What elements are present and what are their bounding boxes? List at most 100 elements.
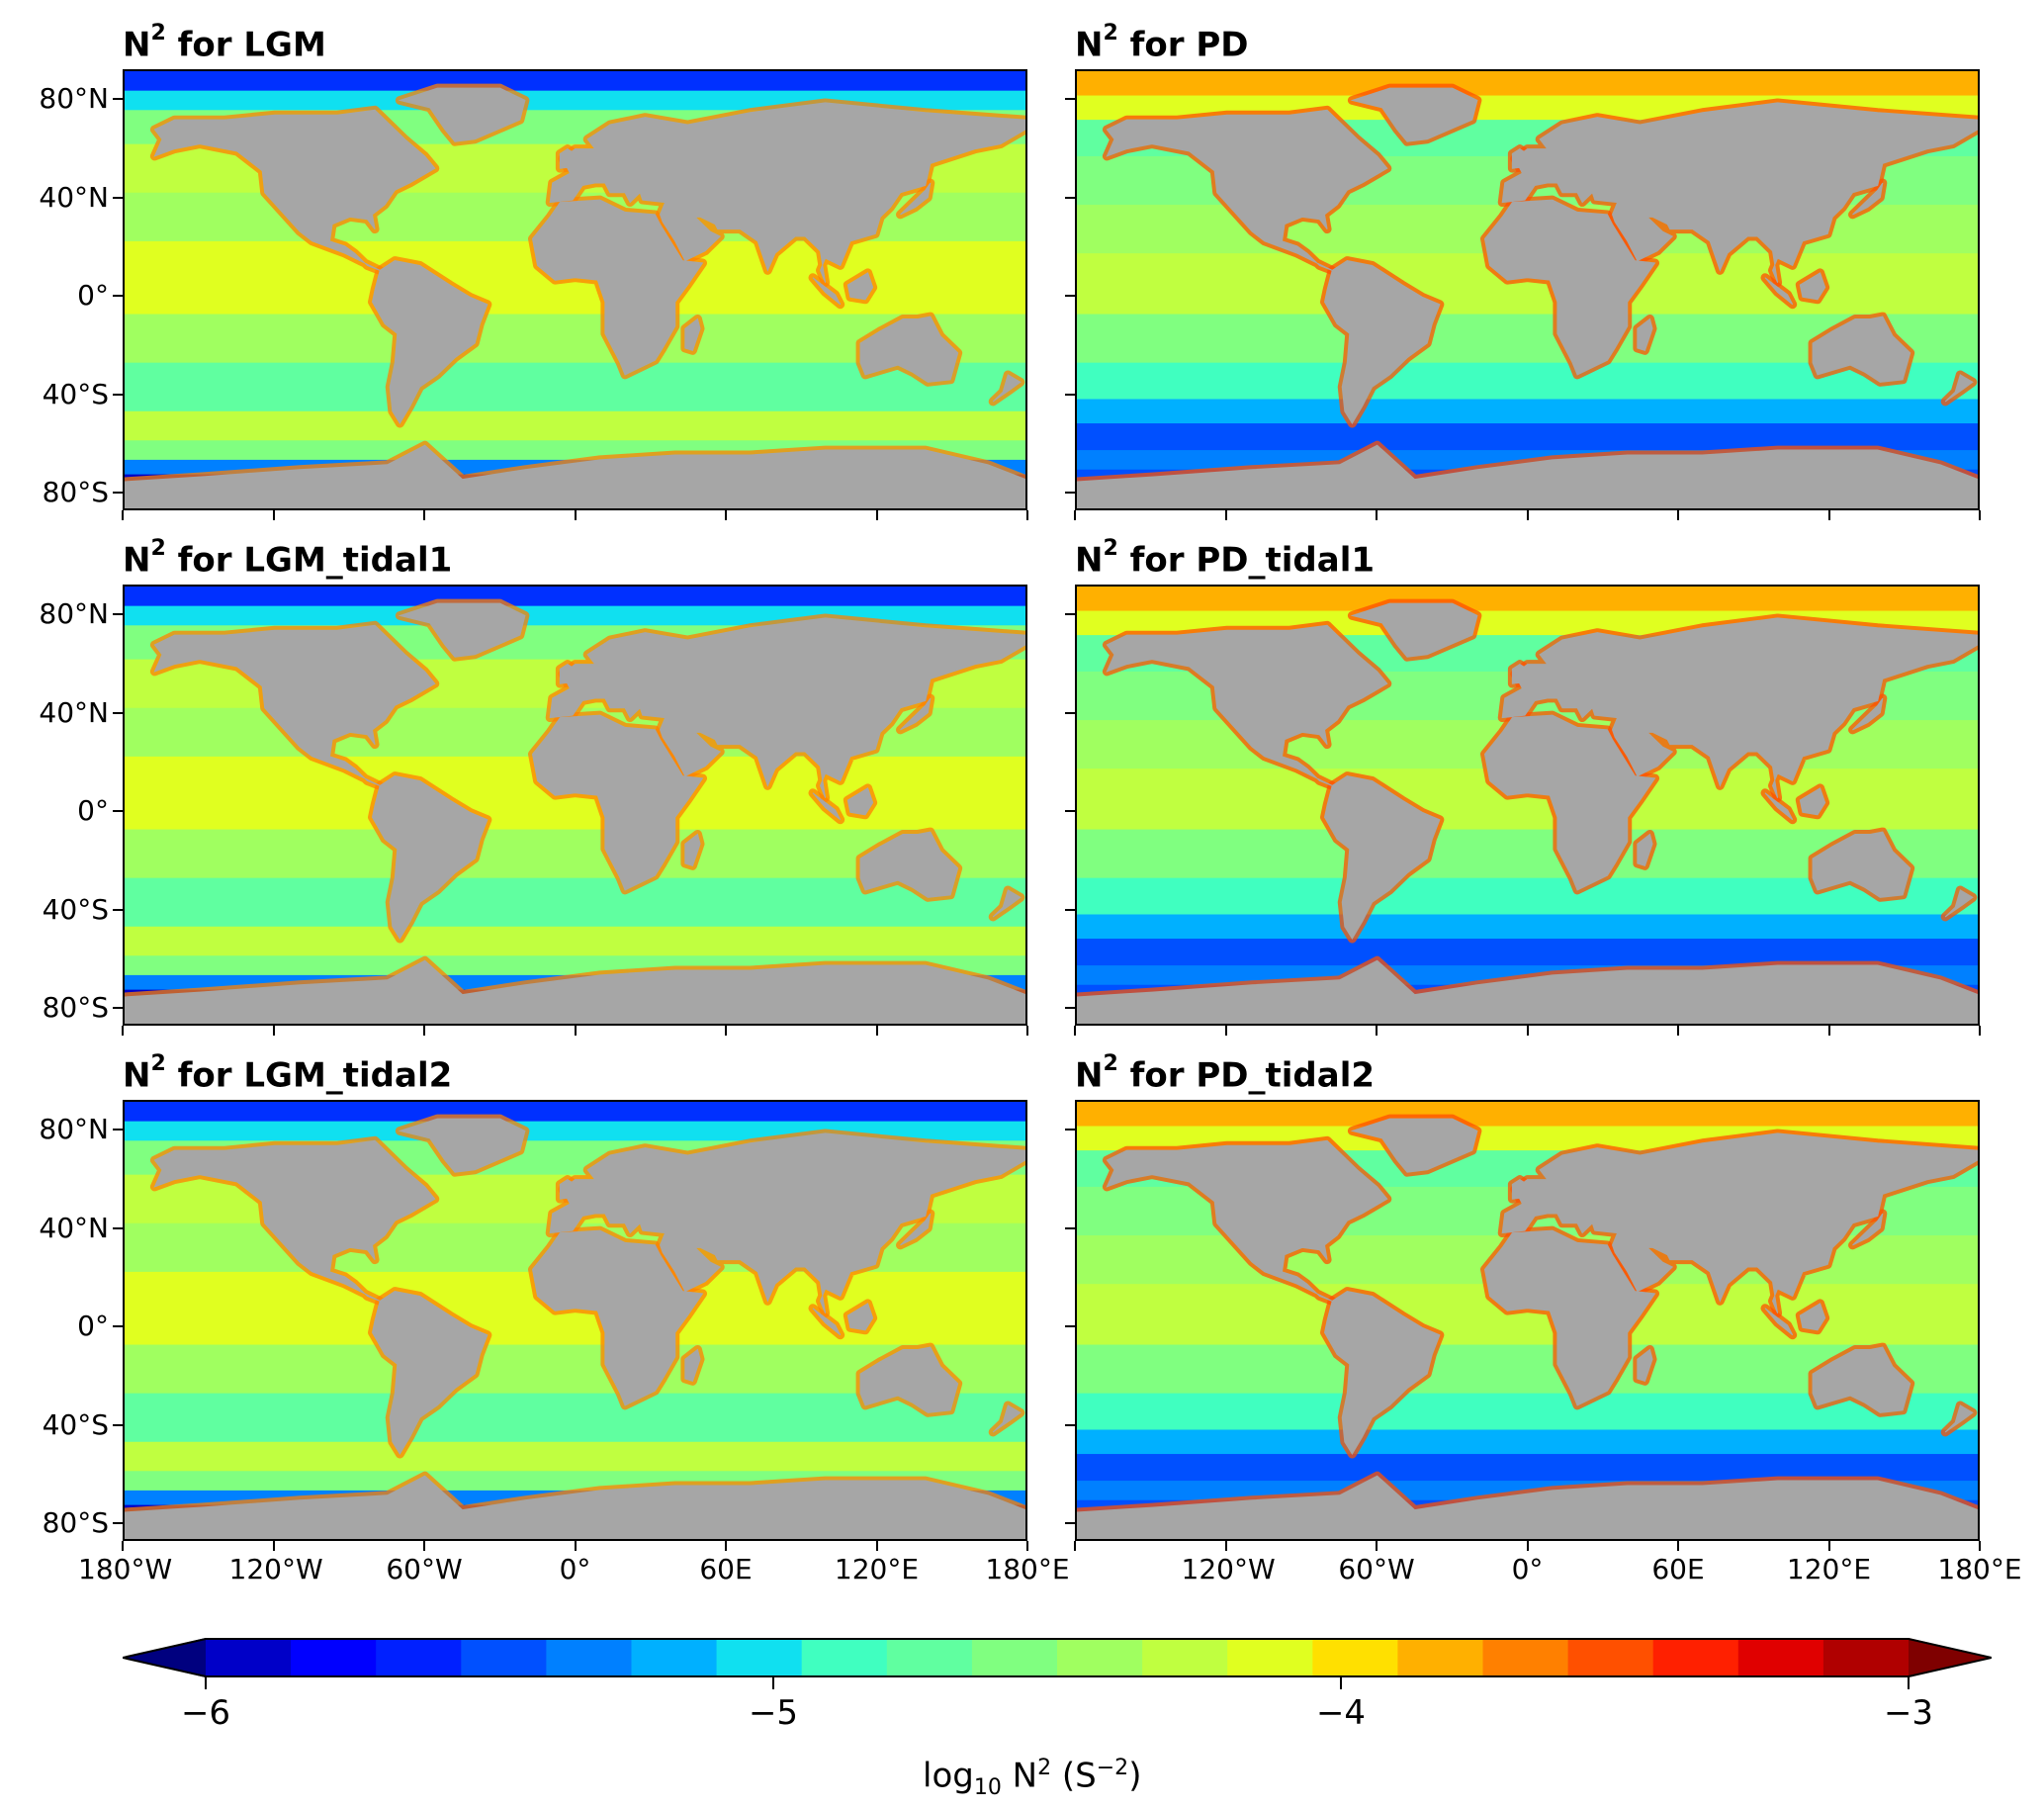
y-tick-mark — [113, 1325, 123, 1327]
x-tick-mark — [875, 510, 878, 520]
y-tick-mark — [113, 196, 123, 199]
y-tick-mark — [1065, 295, 1075, 297]
landmass — [1501, 1132, 1978, 1313]
y-tick-mark — [1065, 1423, 1075, 1426]
landmass — [900, 182, 932, 216]
landmass — [549, 1132, 1025, 1313]
map-panel-pd — [1075, 69, 1980, 510]
landmass — [1483, 714, 1656, 891]
x-tick-mark — [1026, 1026, 1028, 1036]
panel-title: N2 for LGM_tidal1 — [123, 536, 453, 581]
colorbar-segment — [1737, 1638, 1824, 1677]
landmass — [859, 1346, 959, 1413]
landmass — [125, 1475, 1025, 1539]
landmass — [1764, 1308, 1794, 1336]
y-tick-mark — [1065, 908, 1075, 911]
landmass — [684, 1348, 701, 1382]
x-tick-label: 180°E — [985, 1553, 1070, 1585]
x-tick-mark — [1026, 510, 1028, 520]
y-tick-mark — [113, 711, 123, 714]
landmass — [992, 889, 1022, 918]
landmass — [153, 1139, 436, 1302]
landmass — [1350, 87, 1478, 142]
landmass — [1812, 316, 1911, 383]
y-tick-label: 40°N — [39, 1211, 109, 1244]
colorbar-segment — [971, 1638, 1058, 1677]
x-tick-mark — [122, 1541, 124, 1551]
y-tick-mark — [1065, 1226, 1075, 1229]
landmass — [1799, 1303, 1826, 1331]
ocean-field-band — [1077, 71, 1978, 97]
y-tick-label: 0° — [77, 279, 109, 312]
landmass — [812, 1308, 842, 1336]
x-tick-mark — [1526, 1541, 1529, 1551]
y-tick-mark — [113, 98, 123, 100]
landmass — [900, 1213, 932, 1246]
landmass — [1323, 775, 1441, 941]
landmass — [1764, 792, 1794, 821]
map-panel-pd_tidal1 — [1075, 585, 1980, 1026]
landmass — [153, 624, 436, 786]
map-field — [1077, 1102, 1978, 1539]
y-tick-mark — [1065, 1325, 1075, 1327]
y-tick-mark — [1065, 810, 1075, 812]
colorbar-segment — [1142, 1638, 1228, 1677]
x-tick-mark — [1677, 1541, 1679, 1551]
y-tick-mark — [1065, 196, 1075, 199]
colorbar-segment — [291, 1638, 377, 1677]
x-tick-mark — [1376, 510, 1377, 520]
landmass — [1077, 1475, 1978, 1539]
x-tick-mark — [272, 510, 275, 520]
colorbar-segment — [376, 1638, 462, 1677]
y-tick-mark — [1065, 711, 1075, 714]
y-tick-label: 40°S — [42, 1407, 109, 1441]
landmass — [812, 792, 842, 821]
y-tick-label: 80°N — [39, 82, 109, 115]
ocean-field-band — [1077, 1429, 1978, 1455]
x-tick-label: 60°W — [386, 1553, 463, 1585]
x-tick-label: 180°W — [78, 1553, 173, 1585]
y-tick-mark — [113, 295, 123, 297]
landmass — [125, 959, 1025, 1024]
x-tick-mark — [1074, 510, 1076, 520]
y-tick-mark — [1065, 1522, 1075, 1524]
landmass — [1799, 272, 1826, 301]
landmass — [812, 277, 842, 306]
landmass — [1323, 260, 1441, 425]
x-tick-mark — [1677, 510, 1679, 520]
x-tick-mark — [423, 510, 425, 520]
colorbar-segment — [206, 1638, 292, 1677]
map-panel-lgm_tidal1 — [123, 585, 1027, 1026]
y-tick-label: 0° — [77, 1310, 109, 1342]
landmass — [846, 1303, 874, 1331]
y-tick-label: 80°S — [42, 991, 109, 1024]
landmass — [531, 199, 704, 376]
x-tick-mark — [1677, 1026, 1679, 1036]
landmass — [1483, 199, 1656, 376]
x-tick-mark — [1526, 1026, 1529, 1036]
landmass — [1812, 831, 1911, 898]
y-tick-mark — [113, 1007, 123, 1009]
landmass — [559, 1178, 581, 1200]
colorbar-segment — [1652, 1638, 1739, 1677]
y-tick-label: 40°S — [42, 377, 109, 410]
landmass — [1106, 1139, 1388, 1302]
colorbar-segment — [1312, 1638, 1398, 1677]
y-tick-mark — [1065, 1129, 1075, 1131]
landmass — [1501, 617, 1978, 798]
landmass — [1511, 1178, 1534, 1200]
ocean-field-band — [125, 410, 1025, 441]
landmass — [1350, 1118, 1478, 1173]
colorbar-tick-label: −6 — [180, 1693, 231, 1733]
landmass — [1799, 787, 1826, 816]
map-panel-lgm — [123, 69, 1027, 510]
map-panel-pd_tidal2 — [1075, 1100, 1980, 1541]
ocean-field-band — [1077, 914, 1978, 940]
x-tick-mark — [1224, 510, 1227, 520]
x-tick-mark — [725, 1026, 727, 1036]
landmass — [859, 831, 959, 898]
colorbar-segment — [461, 1638, 547, 1677]
x-tick-mark — [875, 1026, 878, 1036]
landmass — [1944, 374, 1974, 403]
y-tick-mark — [113, 1423, 123, 1426]
